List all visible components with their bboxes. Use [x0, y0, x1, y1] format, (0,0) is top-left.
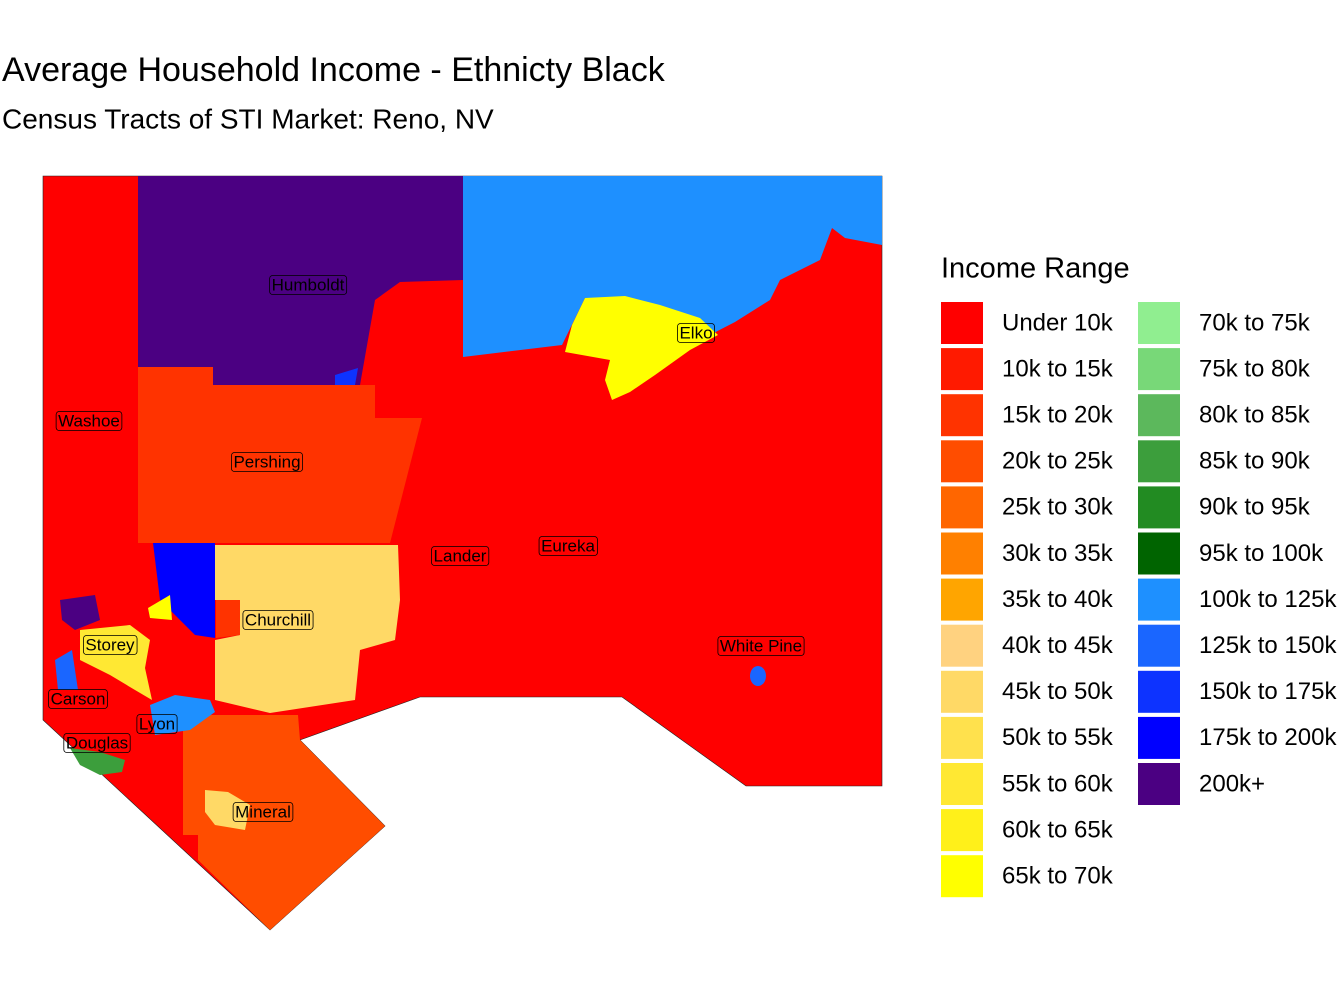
map	[42, 175, 883, 931]
legend-label: 60k to 65k	[1002, 816, 1114, 843]
county-label: Pershing	[233, 452, 300, 471]
region	[138, 176, 463, 385]
region	[565, 296, 718, 400]
label-box	[136, 714, 178, 734]
region	[153, 543, 215, 638]
legend-swatch	[1138, 624, 1180, 667]
legend-label: 55k to 60k	[1002, 770, 1114, 797]
legend-label: 95k to 100k	[1199, 540, 1324, 567]
region	[216, 600, 240, 638]
legend-swatch	[1138, 532, 1180, 575]
county-label: Lyon	[139, 714, 175, 733]
legend-label: 20k to 25k	[1002, 448, 1114, 475]
legend-label: 175k to 200k	[1199, 724, 1337, 751]
county-label: Douglas	[66, 733, 128, 752]
region	[138, 367, 422, 543]
legend-swatch	[1138, 716, 1180, 759]
county-label: Lander	[434, 546, 487, 565]
legend-swatch	[941, 670, 983, 713]
label-box	[48, 689, 108, 709]
region	[80, 625, 152, 700]
legend-label: 200k+	[1199, 770, 1265, 797]
legend-swatch	[1138, 394, 1180, 437]
legend: Under 10k 10k to 15k 15k to 20k 20k to 25k 2…	[941, 302, 1337, 898]
label-box	[63, 733, 131, 753]
label-box	[231, 452, 303, 472]
label-box	[717, 636, 805, 656]
legend-label: 150k to 175k	[1199, 678, 1337, 705]
legend-swatch	[941, 486, 983, 529]
legend-swatch	[941, 855, 983, 898]
label-box	[83, 635, 138, 655]
legend-swatch	[941, 394, 983, 437]
legend-swatch	[941, 532, 983, 575]
legend-label: 10k to 15k	[1002, 355, 1114, 382]
county-label: Mineral	[235, 802, 291, 821]
label-box	[431, 546, 490, 566]
title: Average Household Income - Ethnicty Blac…	[2, 51, 666, 89]
label-box	[269, 275, 348, 295]
legend-swatch	[941, 348, 983, 391]
region	[70, 748, 125, 775]
label-box	[242, 610, 314, 630]
legend-label: Under 10k	[1002, 309, 1114, 336]
region	[183, 715, 385, 930]
legend-swatch	[1138, 486, 1180, 529]
region	[205, 790, 250, 830]
subtitle: Census Tracts of STI Market: Reno, NV	[2, 103, 494, 134]
legend-label: 75k to 80k	[1199, 355, 1311, 382]
legend-title: Income Range	[941, 253, 1130, 285]
county-label: Churchill	[245, 610, 311, 629]
county-label: White Pine	[720, 636, 802, 655]
legend-label: 25k to 30k	[1002, 494, 1114, 521]
legend-label: 40k to 45k	[1002, 632, 1114, 659]
legend-swatch	[941, 302, 983, 344]
legend-swatch	[1138, 440, 1180, 483]
legend-label: 85k to 90k	[1199, 448, 1311, 475]
legend-swatch	[1138, 302, 1180, 344]
region	[148, 595, 172, 620]
legend-label: 15k to 20k	[1002, 402, 1114, 429]
legend-swatch	[941, 763, 983, 805]
legend-label: 65k to 70k	[1002, 863, 1114, 890]
legend-label: 35k to 40k	[1002, 586, 1114, 613]
legend-label: 70k to 75k	[1199, 309, 1311, 336]
legend-label: 90k to 95k	[1199, 494, 1311, 521]
county-label: Storey	[85, 635, 135, 654]
legend-label: 50k to 55k	[1002, 724, 1114, 751]
region	[750, 666, 766, 686]
label-box	[55, 411, 123, 431]
label-box	[538, 536, 598, 556]
region	[60, 595, 100, 630]
region	[335, 368, 358, 385]
label-box	[677, 323, 715, 343]
county-labels: Humboldt Washoe Pershing Lander Eureka E…	[48, 275, 805, 822]
county-label: Washoe	[58, 411, 120, 430]
region	[150, 695, 215, 735]
legend-label: 30k to 35k	[1002, 540, 1114, 567]
county-label: Eureka	[541, 536, 595, 555]
legend-swatch	[1138, 578, 1180, 621]
legend-label: 45k to 50k	[1002, 678, 1114, 705]
region	[215, 545, 400, 713]
county-label: Elko	[679, 323, 712, 342]
legend-swatch	[941, 624, 983, 667]
legend-label: 80k to 85k	[1199, 402, 1311, 429]
legend-swatch	[941, 809, 983, 852]
legend-label: 100k to 125k	[1199, 586, 1337, 613]
legend-label: 125k to 150k	[1199, 632, 1337, 659]
legend-swatch	[941, 440, 983, 483]
legend-swatch	[1138, 763, 1180, 805]
county-label: Carson	[51, 689, 106, 708]
legend-swatch	[1138, 670, 1180, 713]
legend-swatch	[1138, 348, 1180, 391]
region	[55, 650, 78, 690]
county-label: Humboldt	[272, 275, 345, 294]
legend-swatch	[941, 578, 983, 621]
region	[463, 176, 882, 357]
legend-swatch	[941, 716, 983, 759]
label-box	[232, 802, 294, 822]
